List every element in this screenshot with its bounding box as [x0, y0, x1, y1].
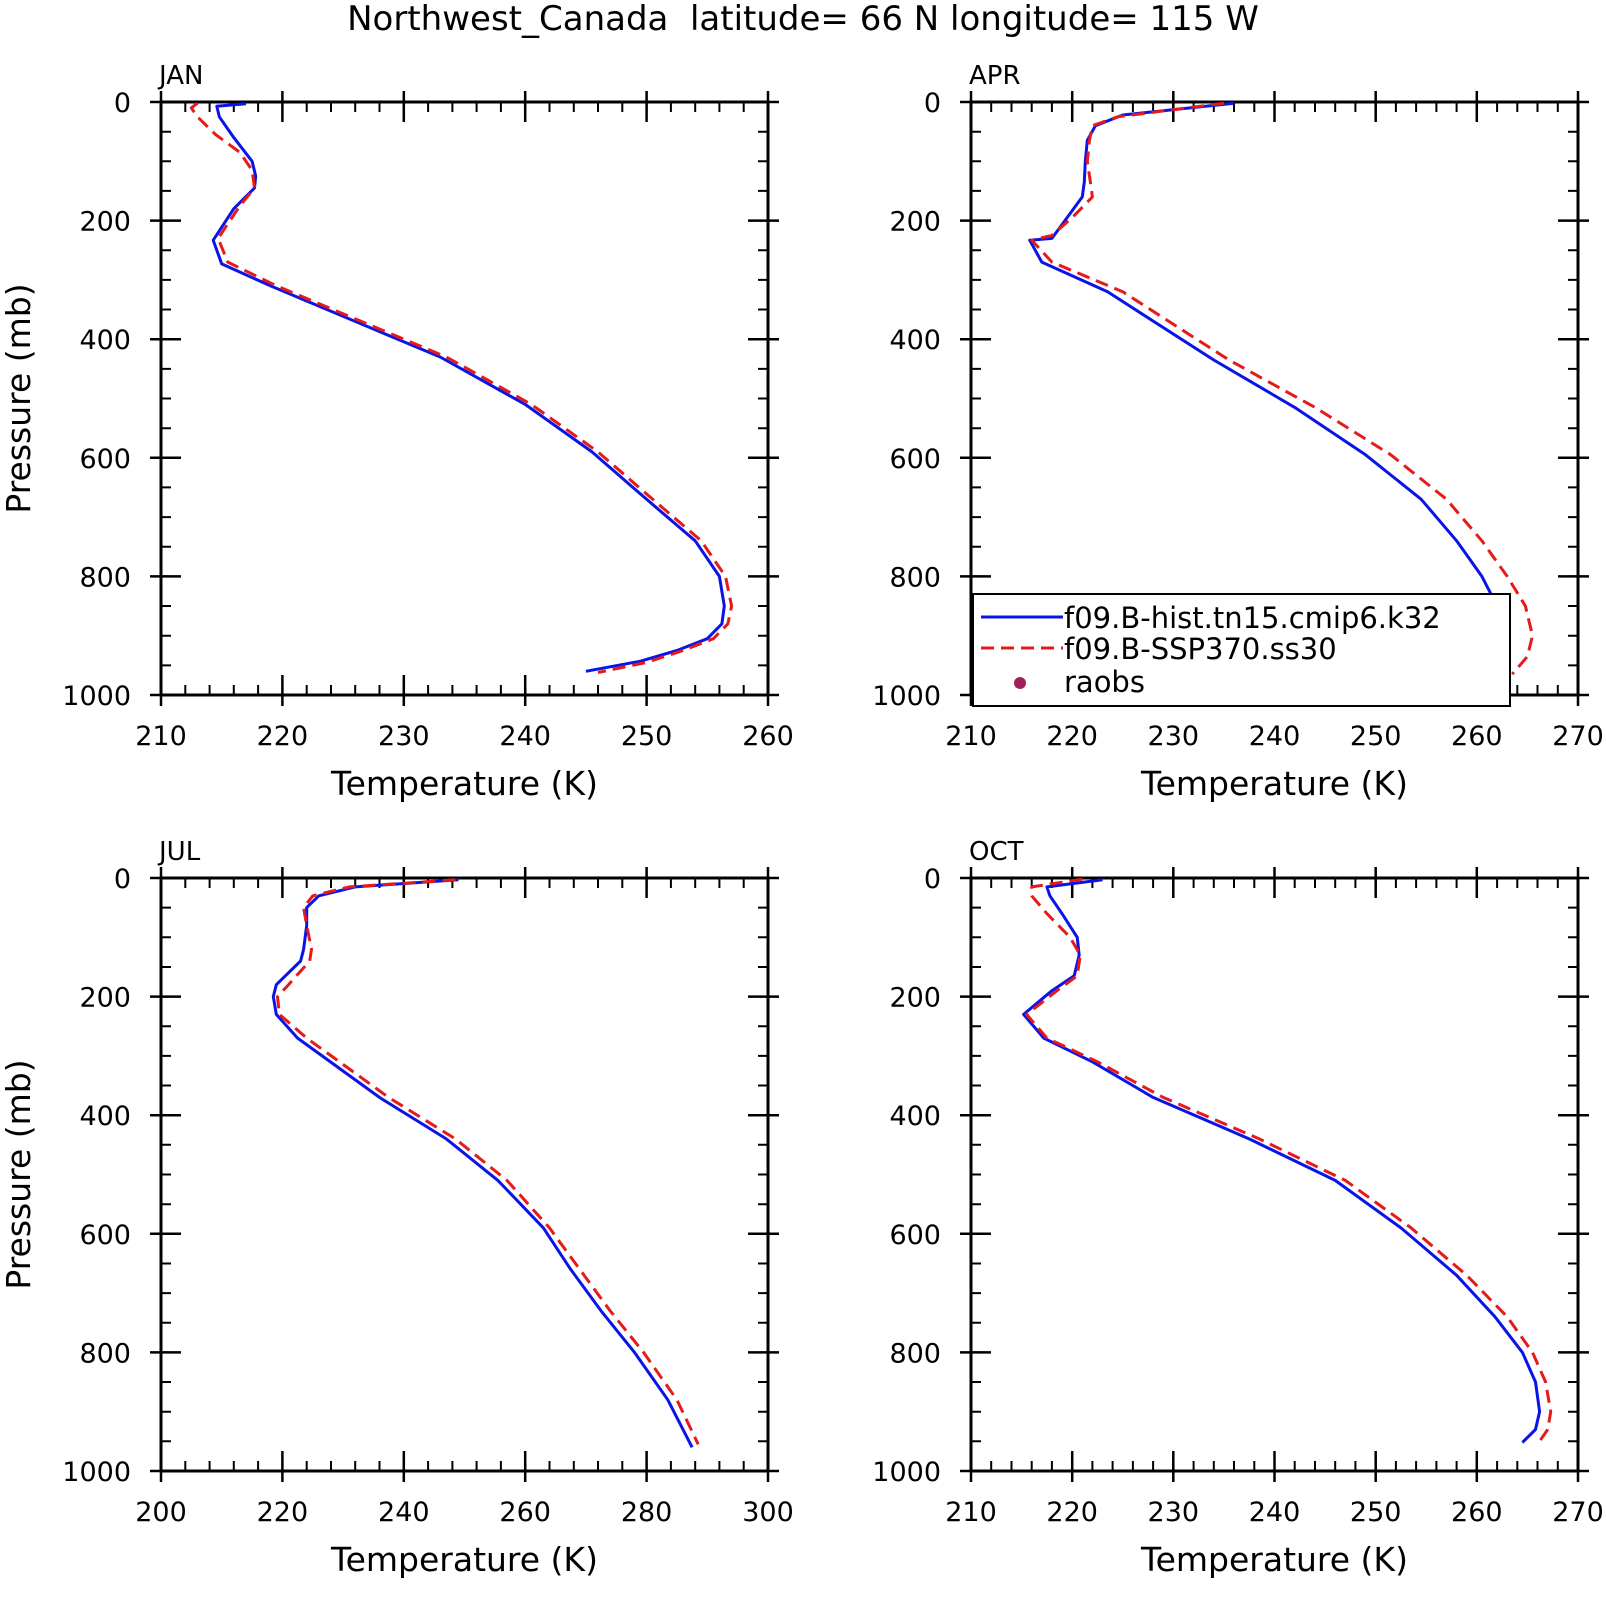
x-axis-title: Temperature (K) [1140, 764, 1408, 803]
series-line-ssp370 [189, 102, 734, 674]
y-tick-label: 1000 [62, 1457, 131, 1488]
plot-frame [969, 876, 1580, 1473]
x-tick-label: 230 [1148, 1497, 1200, 1528]
x-tick-label: 210 [945, 721, 997, 752]
x-tick-label: 250 [1350, 1497, 1402, 1528]
y-tick-label: 600 [79, 444, 131, 475]
legend-label: f09.B-hist.tn15.cmip6.k32 [1064, 601, 1441, 635]
x-tick-label: 250 [621, 721, 673, 752]
y-tick-label: 0 [114, 88, 131, 119]
minor-ticks [160, 877, 769, 1472]
y-tick-label: 400 [889, 1101, 941, 1132]
x-tick-label: 260 [1451, 721, 1503, 752]
x-tick-label: 260 [742, 721, 794, 752]
plot-frame [159, 100, 770, 697]
x-tick-label: 210 [945, 1497, 997, 1528]
x-tick-label: 240 [1249, 1497, 1301, 1528]
y-tick-label: 400 [889, 325, 941, 356]
y-tick-label: 600 [889, 1220, 941, 1251]
x-tick-label: 300 [742, 1497, 794, 1528]
panel-label: JUL [157, 837, 201, 867]
x-tick-label: 270 [1552, 1497, 1604, 1528]
minor-ticks [970, 877, 1579, 1472]
panel-label: APR [969, 61, 1021, 91]
panel-label: JAN [157, 61, 203, 91]
x-tick-label: 220 [1046, 721, 1098, 752]
series-line-ssp370 [276, 878, 700, 1445]
y-tick-label: 0 [924, 88, 941, 119]
x-tick-label: 220 [257, 1497, 309, 1528]
x-tick-label: 230 [1148, 721, 1200, 752]
y-tick-label: 200 [889, 207, 941, 238]
x-tick-label: 240 [378, 1497, 430, 1528]
y-tick-label: 800 [79, 1338, 131, 1369]
y-tick-label: 800 [889, 562, 941, 593]
series-line-hist [1028, 101, 1502, 678]
panels: 210 220 230 240 250 260 0 200 400 600 800 1000 JAN Te… [0, 61, 1604, 1579]
y-tick-label: 400 [79, 325, 131, 356]
panel-label: OCT [969, 837, 1024, 867]
y-tick-label: 800 [79, 562, 131, 593]
y-tick-label: 200 [79, 207, 131, 238]
x-axis-title: Temperature (K) [1140, 1540, 1408, 1579]
series-line-ssp370 [1025, 877, 1553, 1446]
x-tick-label: 230 [378, 721, 430, 752]
panel-jan: 210 220 230 240 250 260 0 200 400 600 800 1000 JAN Te… [0, 61, 794, 803]
x-axis-title: Temperature (K) [330, 764, 598, 803]
y-tick-label: 0 [114, 864, 131, 895]
legend-marker-raobs [1014, 677, 1026, 689]
x-tick-label: 250 [1350, 721, 1402, 752]
y-tick-label: 800 [889, 1338, 941, 1369]
y-tick-label: 1000 [872, 1457, 941, 1488]
legend: f09.B-hist.tn15.cmip6.k32f09.B-SSP370.ss… [972, 593, 1511, 707]
y-tick-label: 600 [79, 1220, 131, 1251]
plot-frame [159, 876, 770, 1473]
major-ticks [960, 867, 1589, 1482]
y-axis-title: Pressure (mb) [0, 283, 38, 513]
y-tick-label: 200 [889, 983, 941, 1014]
legend-label: raobs [1064, 665, 1145, 699]
x-tick-label: 240 [1249, 721, 1301, 752]
chart-title: Northwest_Canada latitude= 66 N longitud… [347, 0, 1259, 39]
x-tick-label: 260 [1451, 1497, 1503, 1528]
y-tick-label: 200 [79, 983, 131, 1014]
series-line-hist [271, 878, 694, 1448]
x-tick-label: 270 [1552, 721, 1604, 752]
legend-box [972, 593, 1511, 707]
x-tick-label: 220 [1046, 1497, 1098, 1528]
y-tick-label: 1000 [872, 681, 941, 712]
x-tick-label: 220 [257, 721, 309, 752]
panel-oct: 210 220 230 240 250 260 270 0 200 400 600 800 1000 OC… [872, 837, 1603, 1579]
y-tick-label: 400 [79, 1101, 131, 1132]
legend-label: f09.B-SSP370.ss30 [1064, 632, 1337, 666]
x-axis-title: Temperature (K) [330, 1540, 598, 1579]
y-axis-title: Pressure (mb) [0, 1059, 38, 1289]
panel-apr: 210 220 230 240 250 260 270 0 200 400 600 800 1000 AP… [872, 61, 1603, 803]
series-line-ssp370 [1030, 101, 1534, 676]
y-tick-label: 1000 [62, 681, 131, 712]
x-tick-label: 260 [499, 1497, 551, 1528]
y-tick-label: 600 [889, 444, 941, 475]
panel-jul: 200 220 240 260 280 300 0 200 400 600 800 1000 JUL Te… [0, 837, 794, 1579]
major-ticks [150, 867, 779, 1482]
x-tick-label: 200 [135, 1497, 187, 1528]
y-tick-label: 0 [924, 864, 941, 895]
series-line-hist [1022, 878, 1542, 1444]
x-tick-label: 240 [499, 721, 551, 752]
x-tick-label: 280 [621, 1497, 673, 1528]
x-tick-label: 210 [135, 721, 187, 752]
series-line-hist [211, 102, 726, 673]
major-ticks [150, 91, 779, 706]
